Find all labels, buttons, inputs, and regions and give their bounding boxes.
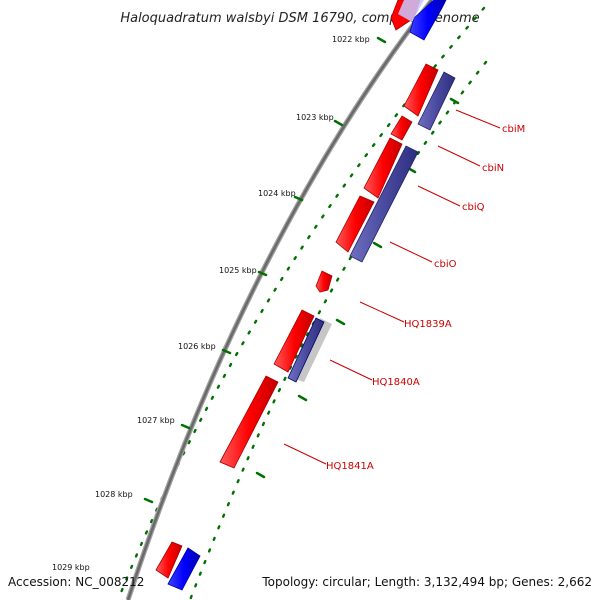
scale-tick bbox=[180, 423, 191, 430]
inner-tick bbox=[297, 394, 308, 402]
scale-tick bbox=[257, 270, 268, 277]
cds-features bbox=[155, 0, 456, 591]
inner-tick bbox=[335, 318, 346, 326]
gene-label-cbiM: cbiM bbox=[502, 124, 525, 135]
cds-HQ1839A bbox=[315, 270, 333, 293]
cds-slate-2 bbox=[349, 145, 419, 263]
scale-tick bbox=[221, 348, 232, 355]
scale-ticks bbox=[143, 36, 387, 504]
cds-HQ1840A bbox=[273, 309, 315, 373]
scale-label: 1027 kbp bbox=[137, 416, 175, 425]
scale-tick bbox=[333, 119, 344, 127]
scale-labels: 1022 kbp 1023 kbp 1024 kbp 1025 kbp 1026… bbox=[52, 35, 370, 572]
gene-label-HQ1841A: HQ1841A bbox=[326, 461, 374, 472]
cds-slate-1 bbox=[417, 71, 456, 131]
scale-label: 1028 kbp bbox=[95, 490, 133, 499]
inner-ticks bbox=[255, 97, 460, 479]
inner-tick bbox=[449, 97, 460, 105]
cds-bottom-blue bbox=[167, 547, 201, 591]
cds-reverse bbox=[409, 0, 447, 41]
scale-label: 1024 kbp bbox=[258, 189, 296, 198]
scale-label: 1022 kbp bbox=[332, 35, 370, 44]
cds-cbiQ bbox=[363, 137, 403, 199]
scale-tick bbox=[293, 195, 304, 202]
cds-HQ1841A bbox=[219, 375, 279, 469]
genome-summary-text: Topology: circular; Length: 3,132,494 bp… bbox=[261, 575, 592, 589]
inner-scale-ring bbox=[188, 60, 488, 600]
leader-cbiN bbox=[437, 145, 481, 167]
cds-bottom-red bbox=[155, 541, 183, 579]
cds-cbiN bbox=[390, 115, 413, 141]
genome-backbone bbox=[125, 0, 434, 600]
outer-scale-ring bbox=[116, 6, 486, 600]
scale-tick bbox=[376, 36, 387, 44]
gene-label-cbiQ: cbiQ bbox=[462, 202, 485, 213]
scale-label: 1026 kbp bbox=[178, 342, 216, 351]
cds-cbiM bbox=[403, 63, 439, 117]
leader-HQ1839A bbox=[359, 301, 405, 323]
scale-label: 1025 kbp bbox=[219, 266, 257, 275]
gene-labels: cbiM cbiN cbiQ cbiO HQ1839A HQ1840A HQ18… bbox=[326, 124, 525, 472]
scale-tick bbox=[143, 497, 154, 504]
gene-label-HQ1840A: HQ1840A bbox=[372, 377, 420, 388]
label-leaders bbox=[283, 109, 501, 465]
gene-label-cbiN: cbiN bbox=[482, 163, 504, 174]
leader-HQ1841A bbox=[283, 443, 327, 465]
leader-cbiQ bbox=[417, 185, 461, 207]
map-title: Haloquadratum walsbyi DSM 16790, complet… bbox=[120, 11, 479, 26]
leader-cbiO bbox=[389, 241, 433, 263]
accession-text: Accession: NC_008212 bbox=[8, 575, 144, 589]
cds-cbiO bbox=[335, 195, 375, 253]
scale-label: 1023 kbp bbox=[296, 113, 334, 122]
scale-label: 1029 kbp bbox=[52, 563, 90, 572]
genome-backbone-core bbox=[126, 0, 433, 600]
inner-tick bbox=[255, 471, 266, 479]
gene-label-cbiO: cbiO bbox=[434, 259, 457, 270]
inner-tick bbox=[372, 241, 383, 249]
cds-blue-reverse bbox=[287, 317, 325, 383]
leader-HQ1840A bbox=[329, 359, 373, 381]
gene-label-HQ1839A: HQ1839A bbox=[404, 319, 452, 330]
leader-cbiM bbox=[455, 109, 501, 129]
cds-reverse-light bbox=[398, 0, 424, 22]
